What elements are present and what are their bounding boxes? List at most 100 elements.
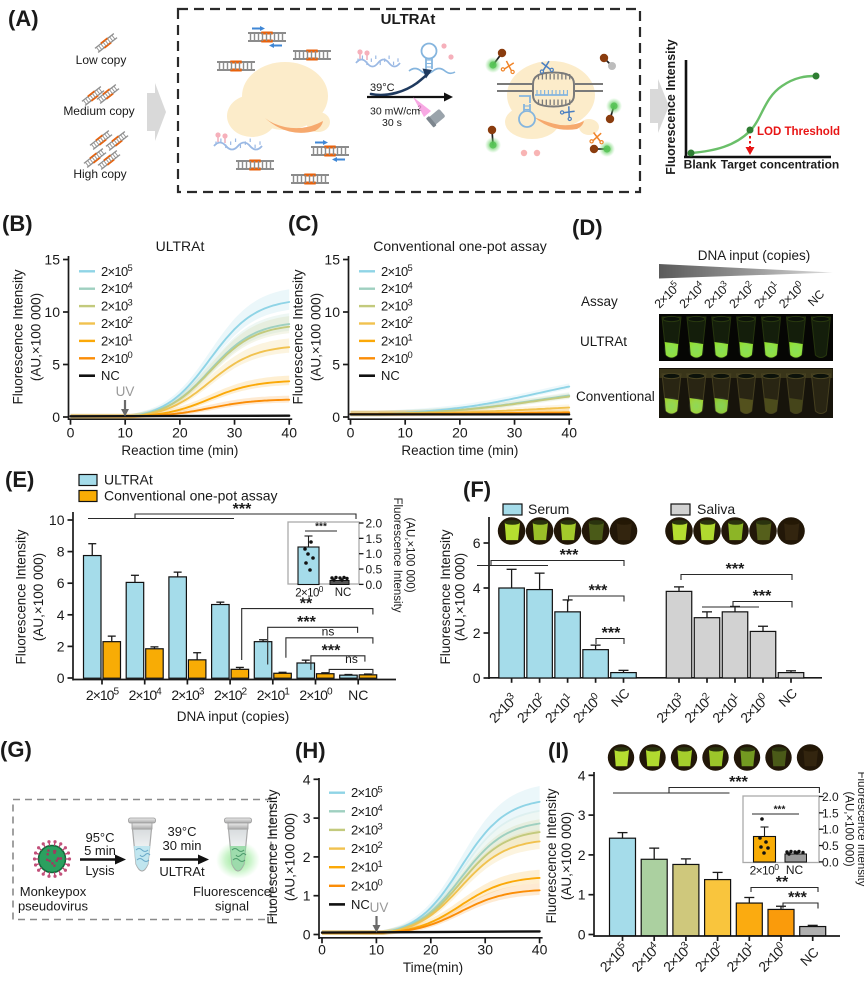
svg-text:10: 10 [117, 425, 133, 441]
svg-text:2×101: 2×101 [381, 332, 412, 349]
svg-text:2×103: 2×103 [381, 297, 412, 314]
svg-text:10: 10 [324, 304, 340, 320]
svg-text:2×104: 2×104 [351, 802, 382, 819]
svg-text:(AU,×100 000): (AU,×100 000) [453, 553, 468, 641]
svg-text:2×100: 2×100 [295, 584, 324, 599]
svg-text:3: 3 [578, 807, 586, 823]
svg-text:NC: NC [335, 587, 352, 599]
svg-text:(B): (B) [2, 211, 33, 236]
svg-text:***: *** [726, 561, 745, 578]
svg-text:2.0: 2.0 [366, 517, 383, 531]
svg-text:(E): (E) [5, 467, 34, 492]
svg-text:2×103: 2×103 [101, 297, 132, 314]
svg-text:2: 2 [578, 847, 586, 863]
svg-text:0: 0 [578, 927, 586, 943]
svg-text:signal: signal [215, 899, 249, 914]
svg-text:NC: NC [348, 687, 368, 703]
svg-text:Blank: Blank [684, 158, 717, 172]
svg-text:Lysis: Lysis [85, 863, 115, 878]
svg-text:5 min: 5 min [84, 843, 116, 858]
svg-text:2: 2 [57, 638, 65, 654]
svg-text:0: 0 [332, 409, 340, 425]
svg-text:***: *** [297, 614, 316, 631]
svg-text:ULTRAt: ULTRAt [580, 334, 627, 349]
svg-text:Conventional: Conventional [576, 389, 655, 404]
svg-text:8: 8 [57, 544, 65, 560]
svg-text:1.0: 1.0 [366, 547, 383, 561]
svg-text:3: 3 [303, 810, 311, 826]
svg-text:1: 1 [303, 888, 311, 904]
svg-text:(F): (F) [463, 477, 491, 502]
svg-text:2: 2 [473, 625, 481, 641]
svg-text:pseudovirus: pseudovirus [18, 899, 89, 914]
svg-text:Assay: Assay [581, 294, 618, 309]
svg-text:2×102: 2×102 [214, 687, 248, 703]
svg-text:2×101: 2×101 [351, 858, 382, 875]
svg-text:4: 4 [473, 580, 481, 596]
svg-text:Medium copy: Medium copy [63, 104, 134, 118]
svg-text:1.0: 1.0 [822, 823, 839, 837]
svg-text:30: 30 [507, 425, 523, 441]
svg-text:39°C: 39°C [370, 82, 395, 94]
svg-text:0: 0 [473, 670, 481, 686]
svg-text:0: 0 [303, 927, 311, 943]
svg-text:Fluorescence Intensity: Fluorescence Intensity [291, 269, 306, 404]
svg-text:UV: UV [370, 900, 389, 915]
svg-text:Fluorescence Intensity: Fluorescence Intensity [14, 529, 29, 664]
svg-text:0: 0 [52, 409, 60, 425]
svg-text:Target concentration: Target concentration [721, 158, 839, 172]
svg-text:5: 5 [52, 357, 60, 373]
svg-text:2×102: 2×102 [351, 839, 382, 856]
svg-text:***: *** [774, 805, 786, 816]
svg-text:(AU,×100 000): (AU,×100 000) [404, 517, 416, 592]
svg-text:15: 15 [44, 252, 60, 268]
svg-text:0.5: 0.5 [366, 563, 383, 577]
svg-text:Saliva: Saliva [697, 501, 735, 517]
svg-text:2×104: 2×104 [129, 687, 163, 703]
svg-text:2×103: 2×103 [171, 687, 205, 703]
svg-text:0: 0 [67, 425, 75, 441]
svg-text:***: *** [322, 643, 341, 660]
svg-text:30: 30 [227, 425, 243, 441]
svg-text:Fluorescence Intensity: Fluorescence Intensity [391, 497, 403, 612]
svg-text:(AU,×100 000): (AU,×100 000) [309, 293, 324, 381]
svg-text:Fluorescence Intensity: Fluorescence Intensity [438, 529, 453, 664]
svg-text:(C): (C) [288, 211, 319, 236]
svg-text:ns: ns [322, 625, 335, 639]
svg-text:Fluorescence Intensity: Fluorescence Intensity [664, 39, 678, 175]
svg-text:2×100: 2×100 [351, 876, 382, 893]
svg-text:NC: NC [381, 368, 400, 383]
svg-text:6: 6 [57, 575, 65, 591]
svg-text:Fluorescence Intensity: Fluorescence Intensity [855, 771, 864, 886]
svg-text:NC: NC [101, 368, 120, 383]
svg-text:2×104: 2×104 [101, 279, 132, 296]
svg-text:(AU,×100 000): (AU,×100 000) [843, 791, 855, 866]
svg-text:(D): (D) [572, 215, 603, 240]
svg-text:Monkeypox: Monkeypox [20, 884, 87, 899]
svg-text:Reaction time (min): Reaction time (min) [121, 443, 238, 458]
svg-text:Serum: Serum [528, 501, 569, 517]
svg-text:LOD Threshold: LOD Threshold [757, 126, 840, 138]
svg-text:2×101: 2×101 [257, 687, 291, 703]
svg-text:(H): (H) [295, 738, 326, 763]
svg-text:NC: NC [786, 863, 804, 877]
svg-text:0.0: 0.0 [366, 578, 383, 592]
svg-text:***: *** [560, 547, 579, 564]
svg-text:2.0: 2.0 [822, 790, 839, 804]
svg-text:2×100: 2×100 [381, 349, 412, 366]
svg-text:Conventional one-pot assay: Conventional one-pot assay [373, 238, 547, 254]
svg-text:2×101: 2×101 [101, 332, 132, 349]
svg-text:2×104: 2×104 [381, 279, 412, 296]
svg-text:0.0: 0.0 [822, 855, 839, 869]
svg-text:Fluorescence Intensity: Fluorescence Intensity [11, 269, 26, 404]
svg-text:2×105: 2×105 [381, 262, 412, 279]
svg-text:ULTRAt: ULTRAt [104, 472, 153, 488]
svg-text:10: 10 [397, 425, 413, 441]
svg-text:2×100: 2×100 [750, 862, 780, 878]
svg-text:ULTRAt: ULTRAt [159, 864, 205, 879]
svg-text:40: 40 [281, 425, 297, 441]
svg-text:***: *** [729, 774, 748, 791]
svg-text:10: 10 [369, 942, 385, 958]
svg-text:ULTRAt: ULTRAt [381, 11, 436, 28]
svg-text:***: *** [602, 625, 621, 642]
